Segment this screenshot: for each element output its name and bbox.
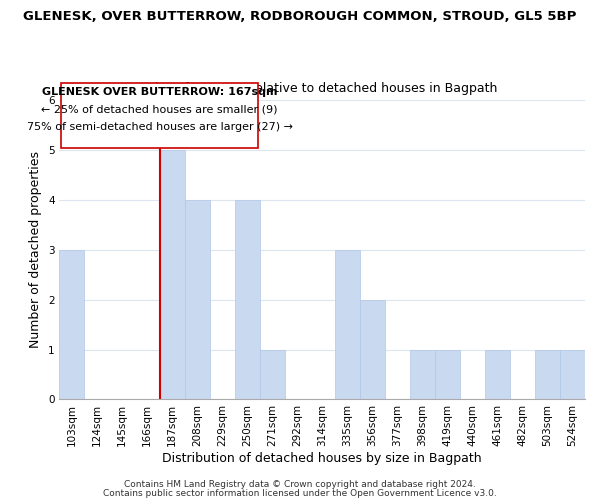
- Bar: [335, 250, 360, 400]
- Bar: [360, 300, 385, 400]
- Text: Contains HM Land Registry data © Crown copyright and database right 2024.: Contains HM Land Registry data © Crown c…: [124, 480, 476, 489]
- Title: Size of property relative to detached houses in Bagpath: Size of property relative to detached ho…: [147, 82, 497, 95]
- Bar: [235, 200, 260, 400]
- Bar: [560, 350, 585, 400]
- Bar: [410, 350, 435, 400]
- Bar: [160, 150, 185, 400]
- Bar: [260, 350, 284, 400]
- Y-axis label: Number of detached properties: Number of detached properties: [29, 152, 43, 348]
- FancyBboxPatch shape: [61, 83, 259, 148]
- Text: Contains public sector information licensed under the Open Government Licence v3: Contains public sector information licen…: [103, 490, 497, 498]
- Bar: [435, 350, 460, 400]
- Bar: [535, 350, 560, 400]
- Bar: [185, 200, 209, 400]
- Text: GLENESK OVER BUTTERROW: 167sqm: GLENESK OVER BUTTERROW: 167sqm: [42, 86, 277, 97]
- Text: 75% of semi-detached houses are larger (27) →: 75% of semi-detached houses are larger (…: [26, 122, 293, 132]
- Bar: [59, 250, 85, 400]
- Text: ← 25% of detached houses are smaller (9): ← 25% of detached houses are smaller (9): [41, 104, 278, 115]
- X-axis label: Distribution of detached houses by size in Bagpath: Distribution of detached houses by size …: [163, 452, 482, 465]
- Bar: [485, 350, 510, 400]
- Text: GLENESK, OVER BUTTERROW, RODBOROUGH COMMON, STROUD, GL5 5BP: GLENESK, OVER BUTTERROW, RODBOROUGH COMM…: [23, 10, 577, 23]
